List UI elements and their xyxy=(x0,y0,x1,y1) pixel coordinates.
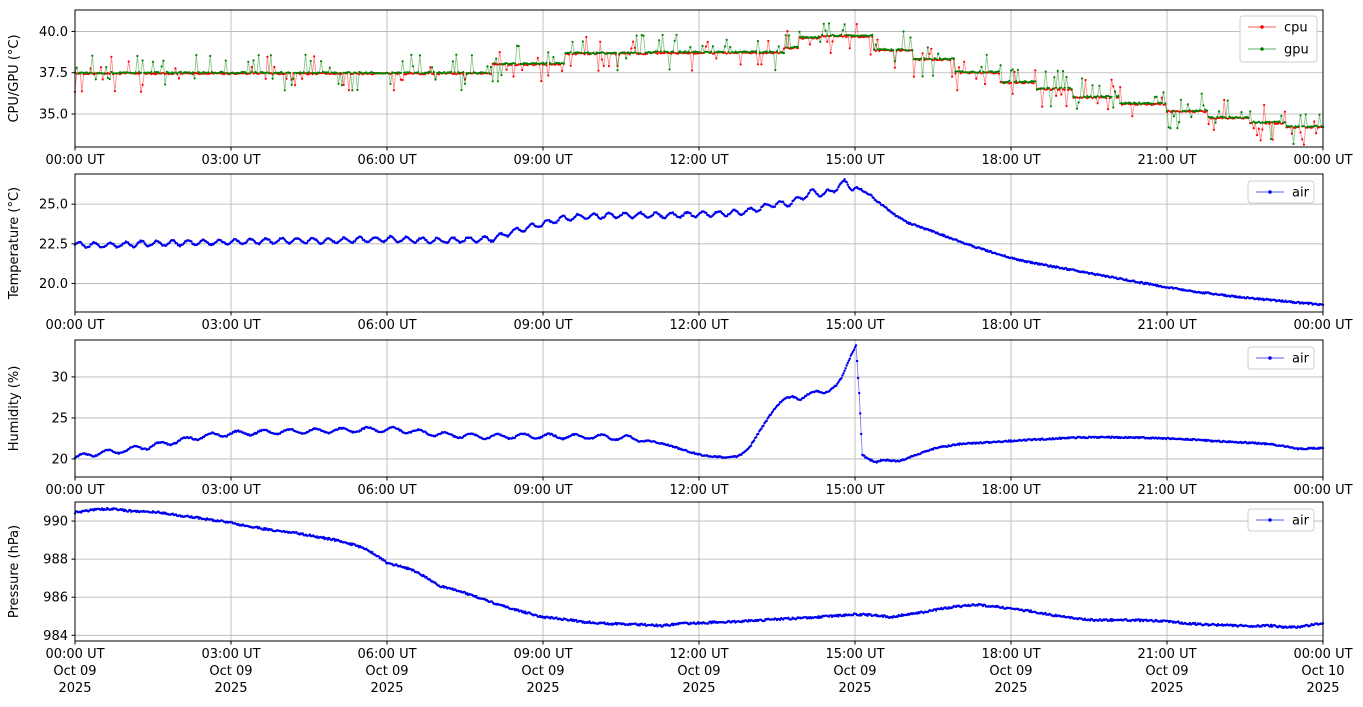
x-tick-label: 18:00 UT xyxy=(981,647,1040,662)
legend-temperature: air xyxy=(1247,180,1315,204)
x-year-label: 2025 xyxy=(682,681,715,696)
legend-label-air: air xyxy=(1292,352,1310,367)
panel-temperature: 00:00 UT 03:00 UT 06:00 UT 09:00 UT 12:00 UT… xyxy=(7,173,1353,333)
x-tick-label: 15:00 UT xyxy=(825,483,884,498)
x-tick-label: 21:00 UT xyxy=(1137,318,1196,333)
x-date-label: Oct 09 xyxy=(1145,664,1188,679)
x-tick-label: 00:00 UT xyxy=(45,647,104,662)
y-axis-label-cpu-gpu: CPU/GPU (°C) xyxy=(7,34,22,122)
x-year-label: 2025 xyxy=(214,681,247,696)
y-tick-label: 990 xyxy=(43,515,68,530)
y-tick-label: 25 xyxy=(51,411,68,426)
y-tick-label: 30 xyxy=(51,370,68,385)
panel-pressure: 00:00 UT Oct 09 2025 03:00 UT Oct 09 2025 06:0… xyxy=(7,501,1353,696)
x-tick-label: 15:00 UT xyxy=(825,153,884,168)
y-tick-label: 20.0 xyxy=(39,277,68,292)
legend-cpu-gpu: cpu gpu xyxy=(1239,15,1318,63)
x-tick-label: 09:00 UT xyxy=(513,318,572,333)
legend-label-air: air xyxy=(1292,186,1310,201)
y-tick-label: 988 xyxy=(43,553,68,568)
x-year-label: 2025 xyxy=(1150,681,1183,696)
x-tick-label: 18:00 UT xyxy=(981,318,1040,333)
x-tick-label: 18:00 UT xyxy=(981,483,1040,498)
legend-humidity: air xyxy=(1247,346,1315,370)
x-tick-label: 03:00 UT xyxy=(201,153,260,168)
x-tick-label: 03:00 UT xyxy=(201,647,260,662)
x-tick-label: 06:00 UT xyxy=(357,483,416,498)
y-tick-label: 20 xyxy=(51,452,68,467)
legend-pressure: air xyxy=(1247,508,1315,532)
panel-cpu-gpu: 00:00 UT 03:00 UT 06:00 UT 09:00 UT 12:00 UT… xyxy=(7,9,1353,168)
legend-label-cpu: cpu xyxy=(1284,21,1308,36)
x-date-label: Oct 09 xyxy=(677,664,720,679)
legend-label-air: air xyxy=(1292,514,1310,529)
x-tick-label: 15:00 UT xyxy=(825,647,884,662)
x-date-label: Oct 09 xyxy=(989,664,1032,679)
legend-label-gpu: gpu xyxy=(1284,43,1309,58)
y-tick-label: 25.0 xyxy=(39,198,68,213)
x-tick-label: 09:00 UT xyxy=(513,647,572,662)
x-tick-label: 09:00 UT xyxy=(513,483,572,498)
x-tick-label: 00:00 UT xyxy=(1293,318,1352,333)
legend-sample-marker xyxy=(1268,356,1272,360)
x-year-label: 2025 xyxy=(526,681,559,696)
x-tick-label: 00:00 UT xyxy=(1293,647,1352,662)
x-tick-label: 06:00 UT xyxy=(357,647,416,662)
x-date-label: Oct 09 xyxy=(365,664,408,679)
x-tick-label: 06:00 UT xyxy=(357,318,416,333)
x-tick-label: 03:00 UT xyxy=(201,483,260,498)
x-tick-label: 00:00 UT xyxy=(1293,153,1352,168)
x-tick-label: 18:00 UT xyxy=(981,153,1040,168)
x-date-label: Oct 09 xyxy=(209,664,252,679)
y-axis-label-temperature: Temperature (°C) xyxy=(7,187,22,300)
y-tick-label: 986 xyxy=(43,591,68,606)
x-tick-label: 12:00 UT xyxy=(669,318,728,333)
x-year-label: 2025 xyxy=(370,681,403,696)
x-date-label: Oct 10 xyxy=(1301,664,1344,679)
x-tick-label: 15:00 UT xyxy=(825,318,884,333)
x-tick-label: 00:00 UT xyxy=(1293,483,1352,498)
x-tick-label: 21:00 UT xyxy=(1137,647,1196,662)
x-date-label: Oct 09 xyxy=(53,664,96,679)
x-year-label: 2025 xyxy=(994,681,1027,696)
legend-sample-marker xyxy=(1260,25,1264,29)
legend-sample-marker xyxy=(1260,47,1264,51)
x-year-label: 2025 xyxy=(838,681,871,696)
y-tick-label: 40.0 xyxy=(39,25,68,40)
x-year-label: 2025 xyxy=(1306,681,1339,696)
x-tick-label: 00:00 UT xyxy=(45,153,104,168)
x-tick-label: 03:00 UT xyxy=(201,318,260,333)
y-tick-label: 37.5 xyxy=(39,66,68,81)
x-date-label: Oct 09 xyxy=(521,664,564,679)
x-tick-label: 21:00 UT xyxy=(1137,483,1196,498)
legend-sample-marker xyxy=(1268,518,1272,522)
y-tick-label: 35.0 xyxy=(39,107,68,122)
x-tick-label: 12:00 UT xyxy=(669,153,728,168)
x-tick-label: 00:00 UT xyxy=(45,318,104,333)
x-date-label: Oct 09 xyxy=(833,664,876,679)
x-tick-label: 12:00 UT xyxy=(669,647,728,662)
x-tick-label: 00:00 UT xyxy=(45,483,104,498)
y-axis-label-humidity: Humidity (%) xyxy=(7,366,22,452)
x-year-label: 2025 xyxy=(58,681,91,696)
x-tick-label: 06:00 UT xyxy=(357,153,416,168)
x-tick-label: 09:00 UT xyxy=(513,153,572,168)
y-tick-label: 22.5 xyxy=(39,237,68,252)
x-tick-label: 12:00 UT xyxy=(669,483,728,498)
y-tick-label: 984 xyxy=(43,629,68,644)
legend-sample-marker xyxy=(1268,190,1272,194)
x-tick-label: 21:00 UT xyxy=(1137,153,1196,168)
y-axis-label-pressure: Pressure (hPa) xyxy=(7,525,22,618)
panel-humidity: 00:00 UT 03:00 UT 06:00 UT 09:00 UT 12:00 UT… xyxy=(7,339,1353,498)
